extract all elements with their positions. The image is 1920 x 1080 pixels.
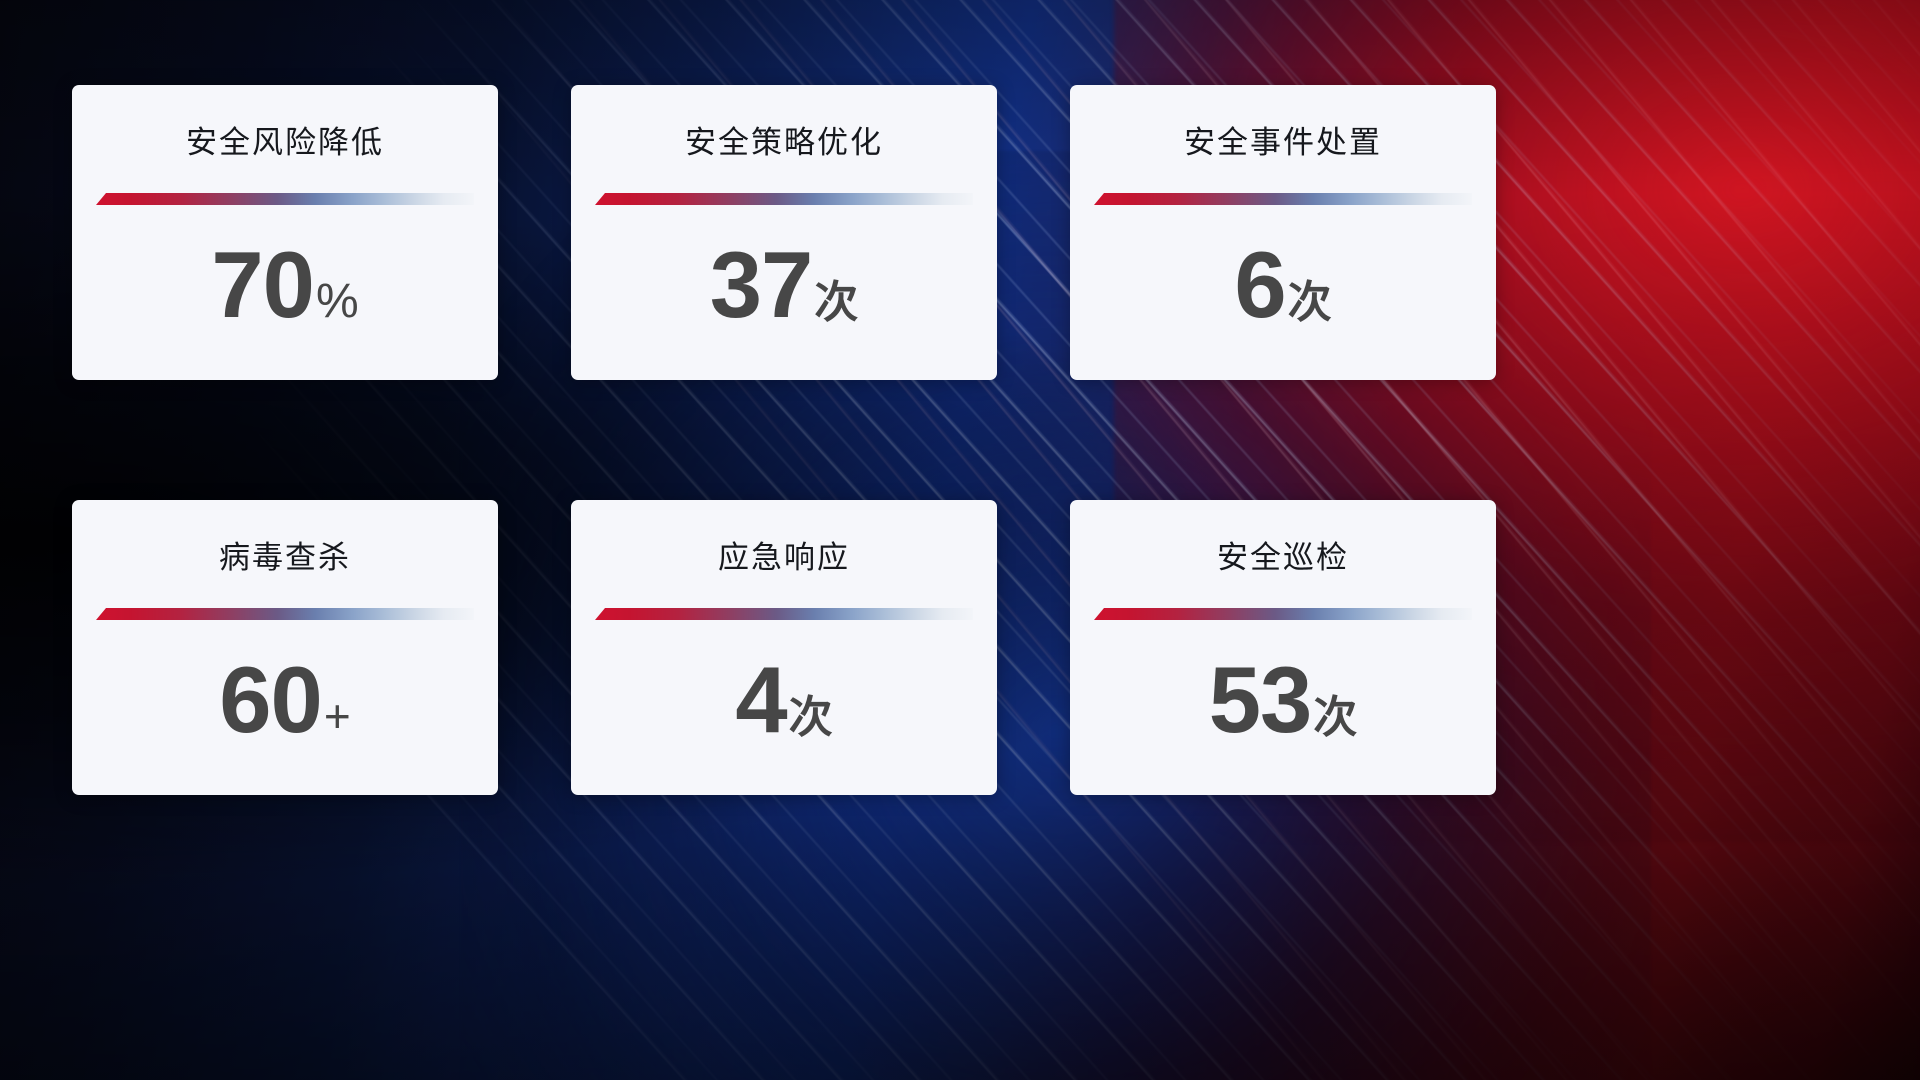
stat-card-divider [595, 608, 973, 620]
stat-card[interactable]: 应急响应 4 次 [571, 500, 997, 795]
stat-card-unit: + [323, 690, 351, 742]
stat-card-divider [1094, 608, 1472, 620]
stat-card-unit: 次 [1287, 278, 1332, 327]
stat-card[interactable]: 安全策略优化 37 次 [571, 85, 997, 380]
stat-card-title: 安全事件处置 [1184, 125, 1382, 160]
stat-card-value: 53 次 [1209, 653, 1358, 747]
stat-card-number: 70 [211, 232, 315, 337]
stat-card-unit: % [315, 275, 359, 328]
stat-card-unit: 次 [788, 693, 833, 742]
stat-card-unit: 次 [1313, 693, 1358, 742]
stat-card-value: 70 % [211, 238, 358, 332]
stat-card-divider [96, 193, 474, 205]
stat-card-number: 60 [219, 647, 323, 752]
stat-card[interactable]: 安全事件处置 6 次 [1070, 85, 1496, 380]
stat-card-divider [1094, 193, 1472, 205]
stat-card-title: 应急响应 [718, 540, 850, 575]
stat-card-number: 37 [709, 232, 814, 337]
stat-card-title: 安全风险降低 [186, 125, 384, 160]
stat-card-value: 37 次 [710, 238, 859, 332]
stat-card-number: 4 [735, 647, 787, 752]
stat-card-value: 6 次 [1234, 238, 1331, 332]
stat-card[interactable]: 安全巡检 53 次 [1070, 500, 1496, 795]
stat-card-divider [595, 193, 973, 205]
stat-card-unit: 次 [814, 278, 859, 327]
stat-card-value: 4 次 [735, 653, 832, 747]
stat-card-value: 60 + [219, 653, 350, 747]
stat-card-number: 6 [1234, 232, 1286, 337]
stat-card-title: 安全策略优化 [685, 125, 883, 160]
stat-card-divider [96, 608, 474, 620]
stat-card-grid: 安全风险降低 70 % 安全策略优化 37 次 安全事件处置 6 次 病毒查杀 … [72, 85, 1496, 795]
stat-card-title: 安全巡检 [1217, 540, 1349, 575]
stat-card[interactable]: 安全风险降低 70 % [72, 85, 498, 380]
stat-card-number: 53 [1208, 647, 1313, 752]
stat-card-title: 病毒查杀 [219, 540, 351, 575]
stat-card[interactable]: 病毒查杀 60 + [72, 500, 498, 795]
